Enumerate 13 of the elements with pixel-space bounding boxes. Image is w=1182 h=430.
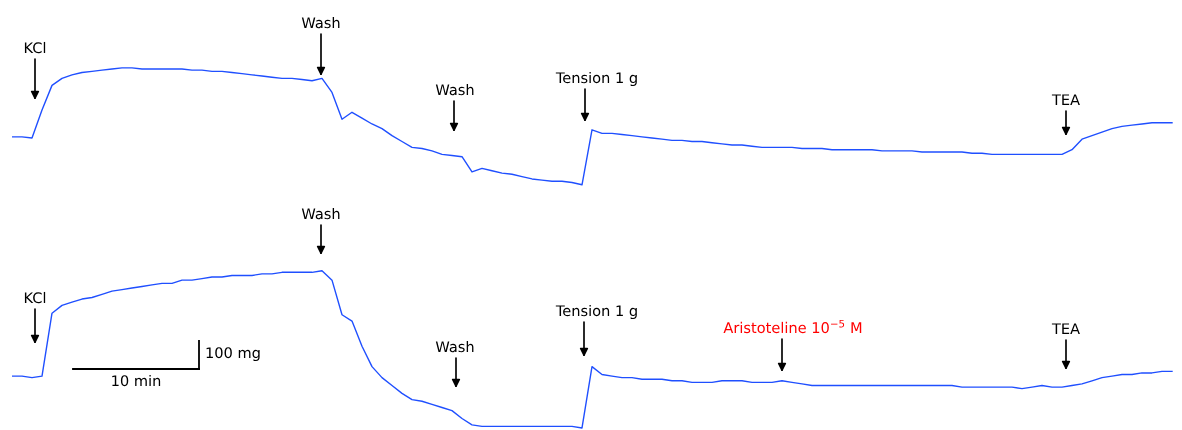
annotation: 100 mg (206, 347, 260, 362)
annotation: Tension 1 g (555, 71, 637, 87)
text: Wash (301, 16, 340, 29)
annotation: Aristoteline 10$^{−5}$ M (723, 319, 862, 334)
annotation: Tension 1 g (555, 304, 637, 320)
annotation: TEA (1051, 94, 1080, 106)
annotation: 10 min (112, 374, 161, 387)
annotation: Wash (435, 83, 474, 96)
annotation: TEA (1051, 323, 1080, 335)
text: KCl (24, 41, 46, 54)
text: Wash (301, 207, 340, 220)
annotation: KCl (24, 291, 46, 304)
annotation: Wash (435, 340, 474, 353)
